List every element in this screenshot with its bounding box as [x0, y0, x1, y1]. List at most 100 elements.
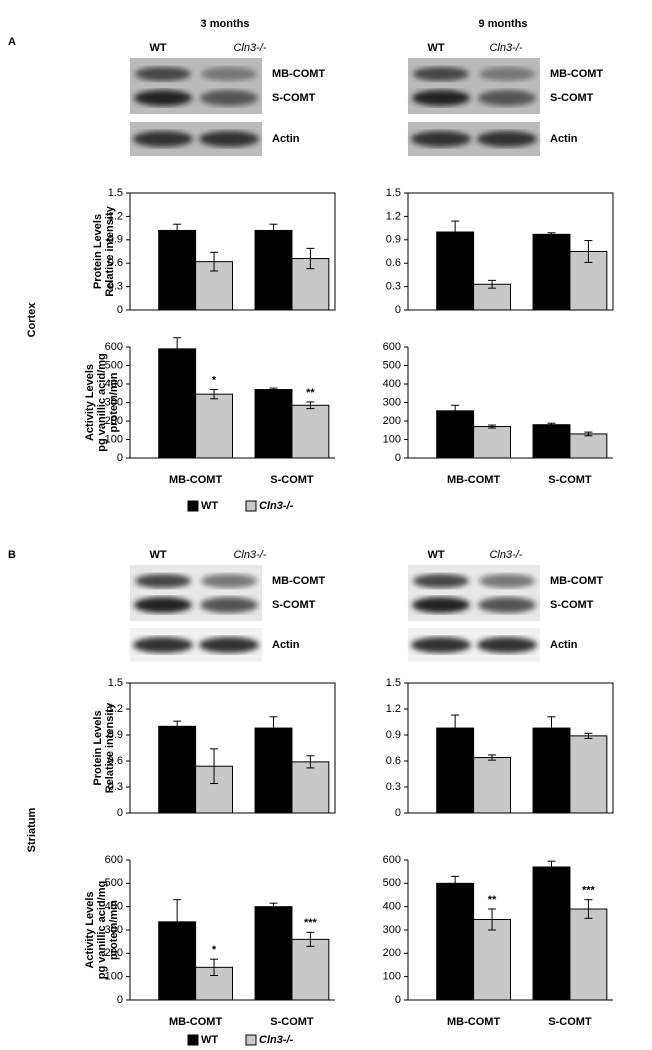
legend-swatch — [187, 500, 199, 512]
band-label: S-COMT — [272, 92, 316, 104]
y-tick-label: 0.6 — [386, 257, 401, 269]
y-axis-label: Activity Levels — [84, 891, 96, 968]
legend-label: WT — [201, 1034, 218, 1046]
blot — [130, 565, 262, 621]
bar — [158, 348, 197, 459]
bar — [291, 404, 330, 459]
lane-label: Cln3-/- — [233, 42, 266, 54]
band — [411, 637, 471, 653]
y-tick-label: 0 — [395, 994, 401, 1006]
y-tick-label: 500 — [105, 877, 123, 889]
band — [477, 131, 537, 147]
band-label: S-COMT — [550, 92, 594, 104]
lane-label: Cln3-/- — [489, 42, 522, 54]
y-axis-label: pg vanillic acid/mg — [96, 881, 108, 979]
bar — [158, 725, 197, 814]
region-label: Striatum — [26, 807, 38, 852]
y-tick-label: 500 — [105, 359, 123, 371]
y-tick-label: 100 — [383, 971, 401, 983]
y-tick-label: 500 — [383, 359, 401, 371]
lane-label: Cln3-/- — [489, 549, 522, 561]
y-tick-label: 0.3 — [386, 281, 401, 293]
band-label: MB-COMT — [272, 575, 325, 587]
bar — [569, 908, 608, 1001]
lane-label: WT — [149, 42, 166, 54]
bar — [158, 229, 197, 311]
band-label: Actin — [272, 133, 300, 145]
y-tick-label: 1.5 — [386, 187, 401, 199]
blot — [408, 58, 540, 114]
x-tick-label: MB-COMT — [447, 1016, 500, 1028]
significance: * — [212, 374, 217, 386]
y-tick-label: 400 — [105, 378, 123, 390]
y-tick-label: 1.2 — [386, 210, 401, 222]
y-tick-label: 100 — [105, 433, 123, 445]
x-tick-label: MB-COMT — [169, 1016, 222, 1028]
y-axis-label: Protein Levels — [92, 214, 104, 289]
significance: * — [212, 944, 217, 956]
lane-label: WT — [427, 42, 444, 54]
y-tick-label: 200 — [383, 947, 401, 959]
bar — [254, 727, 293, 814]
bar — [473, 757, 512, 814]
panel-label: B — [8, 549, 16, 561]
y-tick-label: 1.5 — [108, 677, 123, 689]
lane-label: WT — [149, 549, 166, 561]
y-tick-label: 300 — [383, 396, 401, 408]
blot — [130, 58, 262, 114]
y-tick-label: 0 — [395, 452, 401, 464]
y-tick-label: 0 — [117, 994, 123, 1006]
y-tick-label: 0.6 — [386, 755, 401, 767]
bar — [254, 906, 293, 1001]
column-title: 9 months — [479, 18, 528, 30]
y-tick-label: 300 — [383, 924, 401, 936]
band — [135, 574, 191, 588]
band — [201, 574, 257, 588]
y-tick-label: 100 — [383, 433, 401, 445]
band-label: MB-COMT — [550, 68, 603, 80]
band-label: S-COMT — [550, 599, 594, 611]
y-axis-label: pg vanillic acid/mg — [96, 353, 108, 451]
bar — [569, 433, 608, 459]
y-tick-label: 0.9 — [108, 234, 123, 246]
y-tick-label: 0.9 — [386, 729, 401, 741]
significance: *** — [304, 917, 318, 929]
bar — [291, 761, 330, 814]
y-tick-label: 0.3 — [108, 281, 123, 293]
y-tick-label: 1.2 — [108, 703, 123, 715]
y-tick-label: 0 — [117, 452, 123, 464]
column-title: 3 months — [201, 18, 250, 30]
band — [413, 67, 469, 81]
y-tick-label: 300 — [105, 396, 123, 408]
band — [134, 90, 192, 106]
bar — [436, 410, 475, 459]
y-tick-label: 200 — [105, 947, 123, 959]
band — [199, 637, 259, 653]
significance: *** — [582, 885, 596, 897]
y-tick-label: 500 — [383, 877, 401, 889]
y-tick-label: 600 — [383, 854, 401, 866]
y-tick-label: 1.2 — [386, 703, 401, 715]
y-tick-label: 100 — [105, 971, 123, 983]
bar — [532, 424, 571, 459]
band-label: Actin — [550, 639, 578, 651]
x-tick-label: S-COMT — [548, 1016, 592, 1028]
significance: ** — [306, 387, 315, 399]
bar — [436, 231, 475, 311]
y-tick-label: 0 — [117, 304, 123, 316]
y-axis-label: Protein Levels — [92, 710, 104, 785]
band — [412, 90, 470, 106]
x-tick-label: MB-COMT — [169, 474, 222, 486]
y-tick-label: 1.5 — [386, 677, 401, 689]
bar — [473, 426, 512, 459]
y-axis-label: Relative intensity — [104, 702, 116, 793]
legend-label: Cln3-/- — [259, 1034, 294, 1046]
x-tick-label: S-COMT — [270, 1016, 314, 1028]
band — [411, 131, 471, 147]
bar — [569, 735, 608, 814]
y-tick-label: 0 — [117, 807, 123, 819]
y-tick-label: 1.2 — [108, 210, 123, 222]
y-tick-label: 1.5 — [108, 187, 123, 199]
y-tick-label: 300 — [105, 924, 123, 936]
